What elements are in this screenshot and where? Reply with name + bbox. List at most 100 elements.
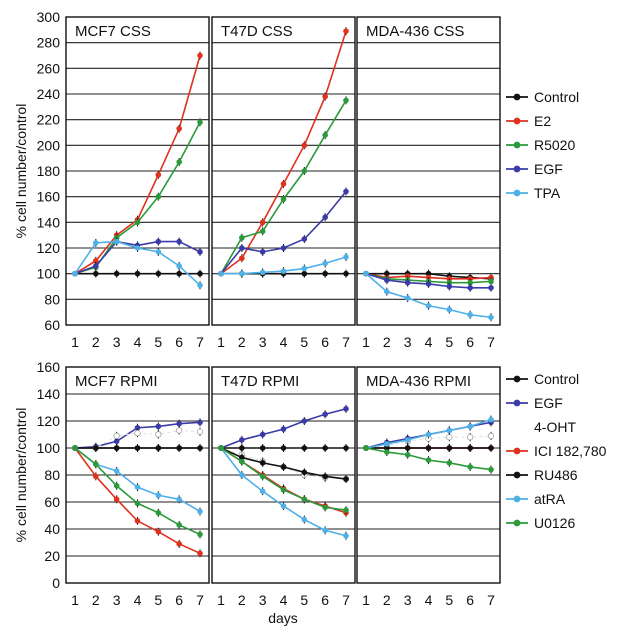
series-tpa: [72, 237, 203, 290]
data-point: [113, 483, 120, 489]
legend-label: TPA: [534, 185, 561, 201]
x-tick-label: 1: [71, 334, 79, 350]
data-point: [467, 464, 473, 470]
data-point: [197, 52, 203, 59]
data-point: [155, 528, 162, 535]
data-point: [239, 458, 245, 465]
legend-item-control: Control: [506, 89, 579, 105]
data-point: [176, 270, 182, 277]
series-egf: [363, 270, 494, 292]
data-point: [113, 238, 120, 245]
data-point: [343, 28, 349, 34]
data-point: [93, 270, 99, 277]
data-point: [93, 461, 99, 468]
x-tick-label: 4: [425, 334, 433, 350]
panel-t47d-rpmi: T47D RPMI 1 2 3 4 5 6 7: [211, 366, 356, 608]
data-point: [259, 228, 266, 235]
y-tick-label: 240: [37, 86, 61, 102]
series-egf: [218, 404, 349, 451]
data-point: [488, 466, 494, 473]
data-point: [155, 510, 162, 516]
legend-label: ICI 182,780: [534, 443, 607, 459]
data-point: [404, 279, 411, 286]
panel-title-bg: [214, 19, 293, 41]
data-point: [322, 132, 328, 138]
data-point: [384, 288, 390, 295]
data-point: [301, 469, 308, 476]
legend-item-4-oht: 4-OHT: [534, 419, 576, 435]
data-point: [322, 504, 328, 511]
x-tick-label: 5: [300, 592, 308, 608]
panel-title-bg: [68, 369, 156, 391]
series-ici-182-780: [72, 445, 203, 558]
x-tick-label: 3: [259, 592, 267, 608]
y-tick-label: 300: [37, 9, 61, 25]
x-tick-label: 7: [342, 334, 350, 350]
data-point: [176, 541, 182, 547]
y-tick-label: 160: [37, 359, 61, 375]
data-point: [301, 236, 308, 242]
data-point: [113, 496, 120, 503]
data-point: [467, 284, 473, 291]
legend-label: E2: [534, 113, 551, 129]
data-point: [384, 449, 390, 455]
data-point: [155, 270, 162, 277]
legend-marker: [513, 189, 521, 197]
data-point: [425, 281, 432, 287]
data-point: [72, 445, 78, 451]
data-point: [134, 430, 141, 437]
data-point: [322, 93, 328, 100]
data-point: [301, 516, 308, 523]
y-tick-label: 80: [44, 467, 60, 483]
x-tick-label: 6: [175, 334, 183, 350]
data-point: [155, 423, 162, 430]
data-point: [467, 311, 473, 318]
data-point: [322, 473, 328, 480]
data-point: [487, 432, 495, 439]
data-point: [93, 240, 99, 246]
data-point: [176, 445, 182, 451]
data-point: [239, 270, 245, 277]
data-point: [218, 270, 224, 277]
panel-frame: [65, 16, 210, 326]
data-point: [239, 245, 245, 251]
data-point: [259, 219, 266, 226]
data-point: [343, 476, 349, 482]
y-tick-label: 180: [37, 163, 61, 179]
panel-mcf7-rpmi: MCF7 RPMI 1 2 3 4 5 6 7: [65, 366, 210, 608]
y-tick-label: 260: [37, 60, 61, 76]
data-point: [343, 532, 349, 539]
legend-label: Control: [534, 371, 579, 387]
data-point: [155, 445, 162, 451]
panel-title: MDA-436 CSS: [366, 23, 464, 40]
y-tick-label: 0: [52, 575, 60, 591]
legend: Control EGF 4-OHT ICI 182,780 RU486 atRA U0126: [506, 371, 607, 531]
data-point: [113, 445, 120, 451]
data-point: [425, 431, 432, 438]
y-tick-label: 120: [37, 413, 61, 429]
data-point: [176, 159, 182, 165]
data-point: [446, 434, 453, 441]
panel-mda-436-css: MDA-436 CSS 1 2 3 4 5 6 7: [356, 16, 501, 350]
x-tick-label: 5: [445, 334, 453, 350]
data-point: [343, 188, 349, 195]
data-point: [280, 268, 287, 274]
data-point: [259, 445, 266, 451]
legend-marker: [513, 471, 521, 479]
x-tick-label: 4: [280, 592, 288, 608]
data-point: [113, 270, 120, 277]
data-point: [134, 424, 141, 431]
data-point: [155, 431, 162, 438]
y-tick-label: 60: [44, 317, 60, 333]
series-e2: [218, 27, 349, 277]
data-point: [488, 278, 494, 285]
y-tick-label: 80: [44, 291, 60, 307]
data-point: [113, 438, 120, 445]
data-point: [280, 445, 287, 451]
y-tick-label: 280: [37, 35, 61, 51]
x-tick-label: 6: [466, 334, 474, 350]
series-control: [218, 444, 349, 452]
data-point: [322, 411, 328, 418]
panel-title: T47D RPMI: [221, 373, 299, 390]
x-tick-label: 3: [404, 592, 412, 608]
